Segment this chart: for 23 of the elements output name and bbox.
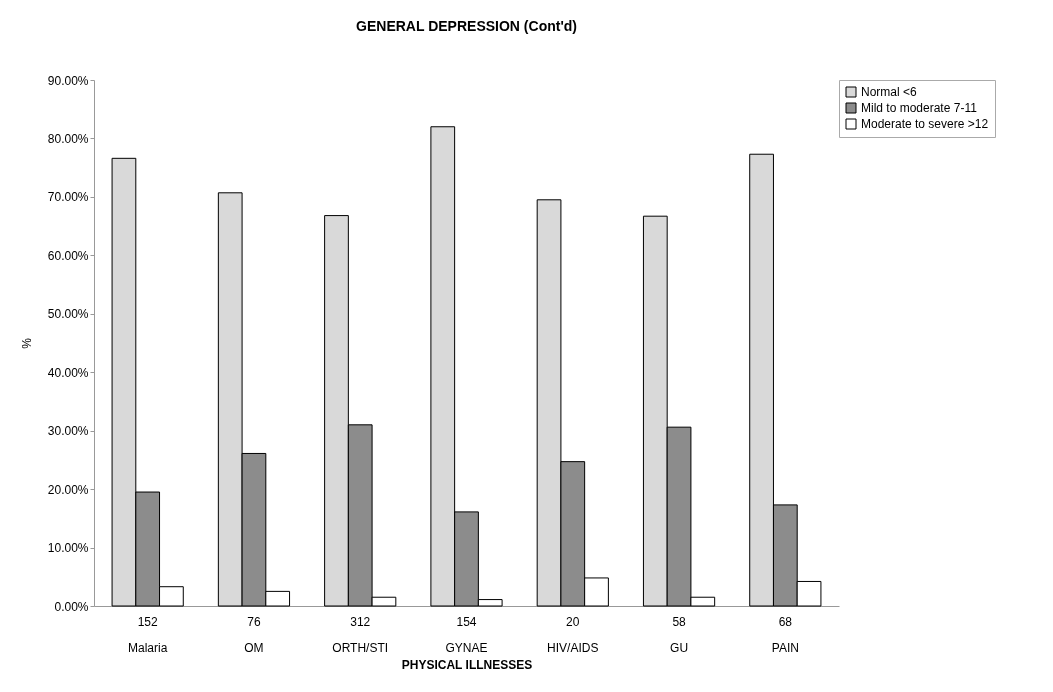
y-tick-label: 60.00% — [47, 248, 89, 263]
y-tick-label: 10.00% — [47, 541, 89, 556]
x-axis-title: PHYSICAL ILLNESSES — [401, 657, 533, 672]
x-tick-label: 20 HIV/AIDS — [547, 614, 599, 655]
y-axis-title: % — [19, 337, 34, 349]
x-tick-label: 152 Malaria — [127, 614, 168, 655]
legend-label: Moderate to severe >12 — [861, 117, 989, 131]
y-tick-label: 0.00% — [54, 599, 89, 614]
y-tick-label: 90.00% — [47, 73, 89, 88]
y-tick-label: 80.00% — [47, 131, 89, 146]
legend-label: Mild to moderate 7-11 — [861, 101, 978, 115]
y-tick-label: 20.00% — [47, 482, 89, 497]
y-tick-label: 30.00% — [47, 424, 89, 439]
x-tick-label: 76 OM — [244, 614, 264, 655]
legend-label: Normal <6 — [861, 85, 918, 99]
y-tick-label: 50.00% — [47, 307, 89, 322]
chart-title: GENERAL DEPRESSION (Cont'd) — [356, 18, 577, 34]
x-tick-label: 58 GU — [670, 614, 689, 655]
y-tick-label: 40.00% — [47, 365, 89, 380]
y-tick-label: 70.00% — [47, 190, 89, 205]
x-tick-label: 312 ORTH/STI — [332, 614, 389, 655]
x-tick-label: 154 GYNAE — [445, 614, 488, 655]
x-tick-label: 68 PAIN — [771, 614, 799, 655]
